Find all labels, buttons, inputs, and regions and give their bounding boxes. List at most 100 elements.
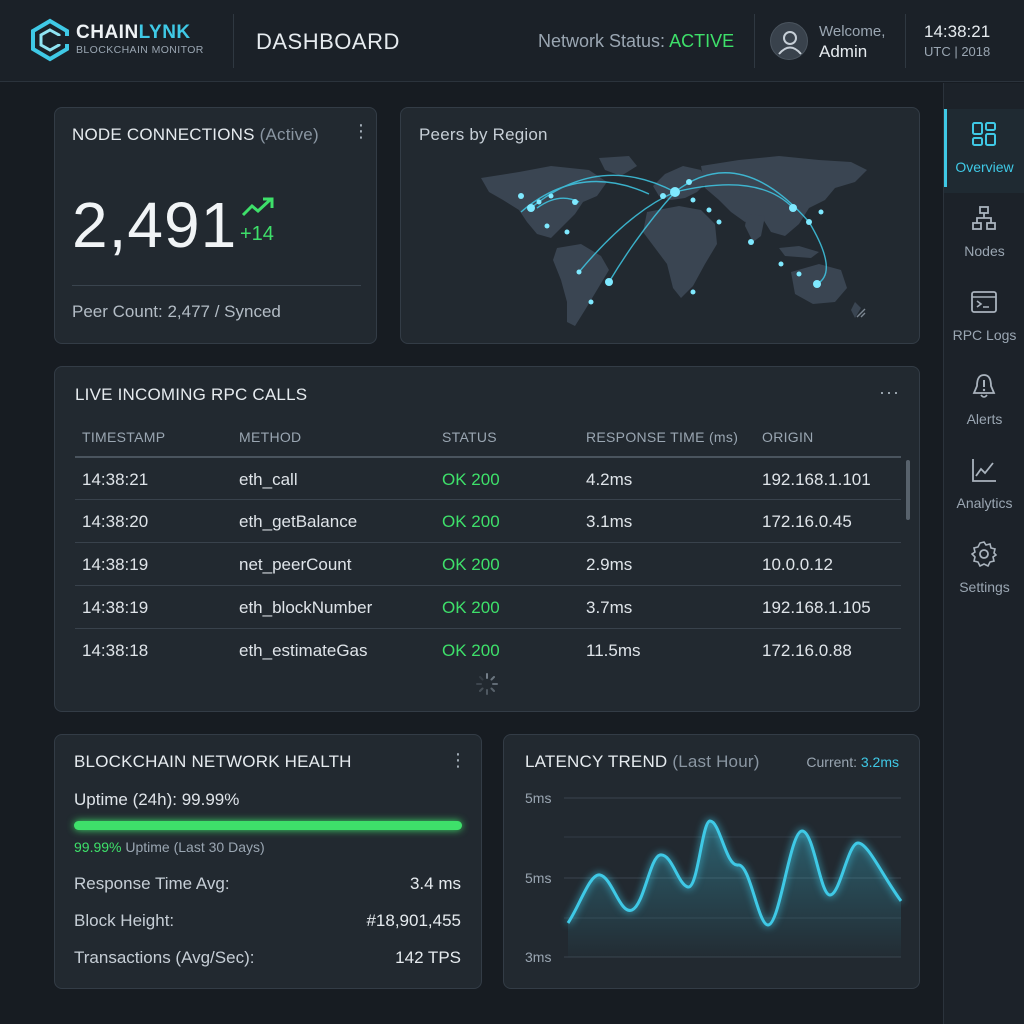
card-title-suffix: (Active) — [259, 125, 319, 144]
sidebar-item-overview[interactable]: Overview — [944, 109, 1024, 193]
latency-area — [568, 821, 901, 957]
north-america-shape — [481, 166, 607, 238]
sidebar-item-analytics[interactable]: Analytics — [944, 445, 1024, 529]
latency-chart: 5ms 5ms 3ms — [525, 790, 903, 965]
uptime-label: Uptime (24h): 99.99% — [74, 790, 240, 809]
sidebar: Overview Nodes RPC Logs Alerts — [943, 83, 1024, 1024]
cell-origin: 172.16.0.88 — [762, 641, 852, 660]
header-divider — [905, 14, 906, 68]
header-divider — [754, 14, 755, 68]
india-shape — [745, 214, 765, 242]
column-header-method[interactable]: METHOD — [239, 429, 302, 445]
peers-map-card: Peers by Region — [400, 107, 920, 344]
sidebar-item-settings[interactable]: Settings — [944, 529, 1024, 613]
y-tick-label: 5ms — [525, 870, 551, 886]
sidebar-item-label: Alerts — [966, 411, 1003, 427]
expand-icon[interactable] — [853, 305, 869, 321]
table-row[interactable]: 14:38:19 net_peerCount OK 200 2.9ms 10.0… — [75, 542, 901, 585]
stat-block-height-label: Block Height: — [74, 911, 175, 930]
user-name: Admin — [819, 42, 868, 61]
cell-origin: 172.16.0.45 — [762, 512, 852, 531]
page-title: DASHBOARD — [256, 29, 400, 54]
peer-count: Peer Count: 2,477 / Synced — [72, 302, 281, 321]
table-scrollbar[interactable] — [906, 460, 910, 520]
clock: 14:38:21 UTC | 2018 — [924, 22, 990, 62]
column-header-timestamp[interactable]: TIMESTAMP — [82, 429, 166, 445]
card-title-text: NODE CONNECTIONS — [72, 125, 255, 144]
table-row[interactable]: 14:38:21 eth_call OK 200 4.2ms 192.168.1… — [75, 456, 901, 499]
cell-method: eth_estimateGas — [239, 641, 368, 660]
column-header-response-time[interactable]: RESPONSE TIME (ms) — [586, 429, 739, 445]
top-header: CHAINLYNK BLOCKCHAIN MONITOR DASHBOARD N… — [0, 0, 1024, 82]
cell-timestamp: 14:38:18 — [82, 641, 149, 660]
table-row[interactable]: 14:38:20 eth_getBalance OK 200 3.1ms 172… — [75, 499, 901, 542]
cell-response-time: 2.9ms — [586, 555, 633, 574]
sidebar-item-nodes[interactable]: Nodes — [944, 193, 1024, 277]
column-header-status[interactable]: STATUS — [442, 429, 497, 445]
stat-response-time-value: 3.4 ms — [409, 874, 461, 893]
more-options-icon[interactable]: ⋮ — [352, 121, 370, 141]
node-count-delta: +14 — [240, 223, 274, 245]
cell-timestamp: 14:38:20 — [82, 512, 149, 531]
sidebar-item-alerts[interactable]: Alerts — [944, 361, 1024, 445]
uptime-progress-fill — [74, 821, 462, 830]
trend-up-icon — [241, 197, 274, 217]
clock-time: 14:38:21 — [924, 22, 991, 41]
user-icon — [778, 31, 802, 55]
current-latency-label: Current: — [806, 754, 857, 770]
current-latency: Current: 3.2ms — [806, 754, 899, 770]
rpc-calls-card: LIVE INCOMING RPC CALLS ··· TIMESTAMP ME… — [54, 366, 920, 712]
current-latency-value: 3.2ms — [860, 754, 899, 770]
brand-name-part1: CHAIN — [76, 22, 139, 43]
alert-icon — [972, 374, 996, 398]
uptime-30-days-text: Uptime (Last 30 Days) — [125, 839, 265, 855]
stat-tps-label: Transactions (Avg/Sec): — [74, 948, 255, 967]
cell-response-time: 3.1ms — [586, 512, 633, 531]
europe-shape — [653, 166, 707, 200]
more-options-icon[interactable]: ··· — [879, 382, 900, 402]
network-health-title: BLOCKCHAIN NETWORK HEALTH — [74, 752, 352, 771]
uptime-30-days: 99.99% Uptime (Last 30 Days) — [74, 839, 265, 855]
more-options-icon[interactable]: ⋮ — [449, 750, 467, 770]
world-map — [481, 156, 867, 326]
cell-timestamp: 14:38:21 — [82, 470, 149, 489]
africa-shape — [643, 206, 717, 298]
divider — [72, 285, 361, 286]
user-menu[interactable]: Welcome, Admin — [819, 22, 885, 62]
cell-status: OK 200 — [442, 641, 500, 660]
brand-name: CHAINLYNK — [76, 22, 204, 44]
card-title-text: LATENCY TREND — [525, 752, 668, 771]
asia-shape — [701, 156, 867, 236]
latency-line — [566, 819, 903, 927]
cell-status: OK 200 — [442, 470, 500, 489]
rpc-calls-title: LIVE INCOMING RPC CALLS — [75, 385, 308, 404]
sidebar-item-label: RPC Logs — [952, 327, 1017, 343]
cell-status: OK 200 — [442, 598, 500, 617]
peers-map-title: Peers by Region — [419, 125, 548, 144]
latency-trend-title: LATENCY TREND (Last Hour) — [525, 752, 760, 772]
cell-method: eth_blockNumber — [239, 598, 373, 617]
sidebar-item-rpc-logs[interactable]: RPC Logs — [944, 277, 1024, 361]
column-header-origin[interactable]: ORIGIN — [762, 429, 814, 445]
avatar[interactable] — [770, 22, 808, 60]
y-tick-label: 5ms — [525, 790, 551, 806]
brand: CHAINLYNK BLOCKCHAIN MONITOR — [76, 22, 204, 56]
brand-name-part2: LYNK — [138, 22, 191, 43]
cell-timestamp: 14:38:19 — [82, 598, 149, 617]
cell-origin: 192.168.1.105 — [762, 598, 871, 617]
cell-status: OK 200 — [442, 512, 500, 531]
table-row[interactable]: 14:38:18 eth_estimateGas OK 200 11.5ms 1… — [75, 628, 901, 671]
brand-tagline: BLOCKCHAIN MONITOR — [76, 44, 204, 56]
header-divider — [233, 14, 234, 68]
clock-timezone: UTC | 2018 — [924, 44, 991, 59]
cell-timestamp: 14:38:19 — [82, 555, 149, 574]
network-status-value: ACTIVE — [669, 31, 735, 51]
cell-status: OK 200 — [442, 555, 500, 574]
new-zealand-shape — [851, 302, 861, 318]
node-count: 2,491 — [72, 189, 238, 261]
table-row[interactable]: 14:38:19 eth_blockNumber OK 200 3.7ms 19… — [75, 585, 901, 628]
greenland-shape — [599, 156, 637, 176]
indonesia-shape — [779, 246, 819, 258]
cell-method: eth_call — [239, 470, 298, 489]
node-connections-card: NODE CONNECTIONS (Active) ⋮ 2,491 +14 Pe… — [54, 107, 377, 344]
